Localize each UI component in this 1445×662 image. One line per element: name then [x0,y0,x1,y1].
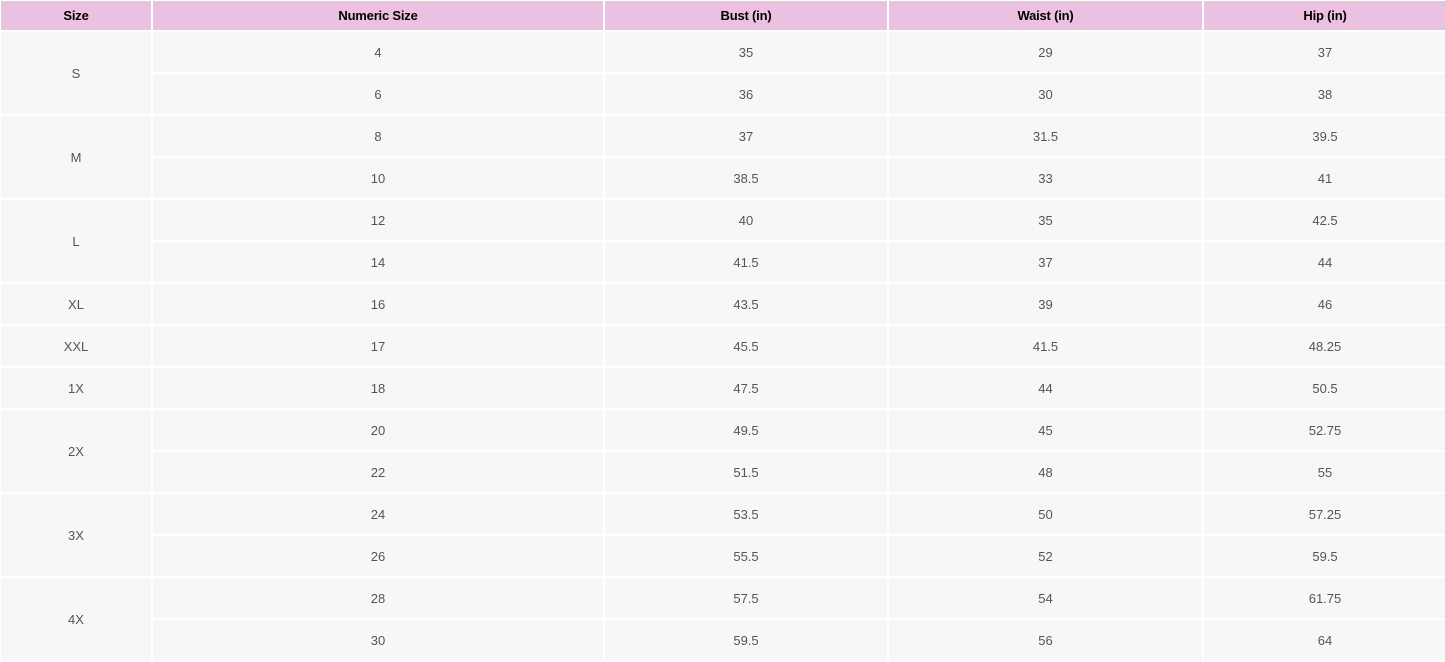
header-waist: Waist (in) [887,0,1204,32]
size-label-cell: 2X [0,408,153,494]
waist-cell: 31.5 [887,114,1204,158]
table-row: 22 51.5 48 55 [0,450,1445,494]
table-row: 6 36 30 38 [0,72,1445,116]
waist-cell: 41.5 [887,324,1204,368]
hip-cell: 55 [1202,450,1445,494]
waist-cell: 52 [887,534,1204,578]
waist-cell: 29 [887,30,1204,74]
header-row: Size Numeric Size Bust (in) Waist (in) H… [0,0,1445,32]
table-row: 10 38.5 33 41 [0,156,1445,200]
hip-cell: 37 [1202,30,1445,74]
table-row: 26 55.5 52 59.5 [0,534,1445,578]
hip-cell: 50.5 [1202,366,1445,410]
numeric-size-cell: 17 [151,324,605,368]
hip-cell: 42.5 [1202,198,1445,242]
bust-cell: 35 [603,30,889,74]
table-row: 1X 18 47.5 44 50.5 [0,366,1445,410]
waist-cell: 33 [887,156,1204,200]
bust-cell: 40 [603,198,889,242]
hip-cell: 48.25 [1202,324,1445,368]
waist-cell: 56 [887,618,1204,662]
table-row: L 12 40 35 42.5 [0,198,1445,284]
waist-cell: 45 [887,408,1204,452]
hip-cell: 57.25 [1202,492,1445,536]
header-size: Size [0,0,153,32]
bust-cell: 43.5 [603,282,889,326]
bust-cell: 57.5 [603,576,889,620]
numeric-size-cell: 30 [151,618,605,662]
numeric-size-cell: 18 [151,366,605,410]
numeric-size-cell: 22 [151,450,605,494]
size-label-cell: 3X [0,492,153,578]
numeric-size-cell: 16 [151,282,605,326]
waist-cell: 39 [887,282,1204,326]
numeric-size-cell: 6 [151,72,605,116]
waist-cell: 44 [887,366,1204,410]
size-label-cell: XL [0,282,153,326]
bust-cell: 53.5 [603,492,889,536]
size-label-cell: 1X [0,366,153,410]
bust-cell: 51.5 [603,450,889,494]
numeric-size-cell: 4 [151,30,605,74]
hip-cell: 59.5 [1202,534,1445,578]
bust-cell: 38.5 [603,156,889,200]
hip-cell: 38 [1202,72,1445,116]
hip-cell: 64 [1202,618,1445,662]
size-label-cell: S [0,30,153,116]
hip-cell: 39.5 [1202,114,1445,158]
numeric-size-cell: 24 [151,492,605,536]
waist-cell: 48 [887,450,1204,494]
waist-cell: 37 [887,240,1204,284]
numeric-size-cell: 14 [151,240,605,284]
size-label-cell: L [0,198,153,284]
table-row: M 8 37 31.5 39.5 [0,114,1445,200]
waist-cell: 30 [887,72,1204,116]
waist-cell: 50 [887,492,1204,536]
table-row: XL 16 43.5 39 46 [0,282,1445,326]
table-row: 4X 28 57.5 54 61.75 [0,576,1445,662]
header-numeric-size: Numeric Size [151,0,605,32]
size-label-cell: 4X [0,576,153,662]
table-row: S 4 35 29 37 [0,30,1445,116]
bust-cell: 45.5 [603,324,889,368]
bust-cell: 55.5 [603,534,889,578]
hip-cell: 41 [1202,156,1445,200]
hip-cell: 44 [1202,240,1445,284]
bust-cell: 37 [603,114,889,158]
table-row: 14 41.5 37 44 [0,240,1445,284]
size-chart-body: S 4 35 29 37 6 36 30 38 M 8 37 31.5 39.5 10 38.5 33 41 L 12… [0,30,1445,662]
bust-cell: 41.5 [603,240,889,284]
numeric-size-cell: 26 [151,534,605,578]
bust-cell: 49.5 [603,408,889,452]
bust-cell: 47.5 [603,366,889,410]
size-label-cell: M [0,114,153,200]
bust-cell: 59.5 [603,618,889,662]
waist-cell: 35 [887,198,1204,242]
table-row: 2X 20 49.5 45 52.75 [0,408,1445,494]
numeric-size-cell: 8 [151,114,605,158]
table-row: 3X 24 53.5 50 57.25 [0,492,1445,578]
numeric-size-cell: 20 [151,408,605,452]
waist-cell: 54 [887,576,1204,620]
hip-cell: 52.75 [1202,408,1445,452]
hip-cell: 46 [1202,282,1445,326]
numeric-size-cell: 28 [151,576,605,620]
bust-cell: 36 [603,72,889,116]
size-label-cell: XXL [0,324,153,368]
hip-cell: 61.75 [1202,576,1445,620]
header-bust: Bust (in) [603,0,889,32]
numeric-size-cell: 10 [151,156,605,200]
table-row: 30 59.5 56 64 [0,618,1445,662]
numeric-size-cell: 12 [151,198,605,242]
header-hip: Hip (in) [1202,0,1445,32]
table-row: XXL 17 45.5 41.5 48.25 [0,324,1445,368]
